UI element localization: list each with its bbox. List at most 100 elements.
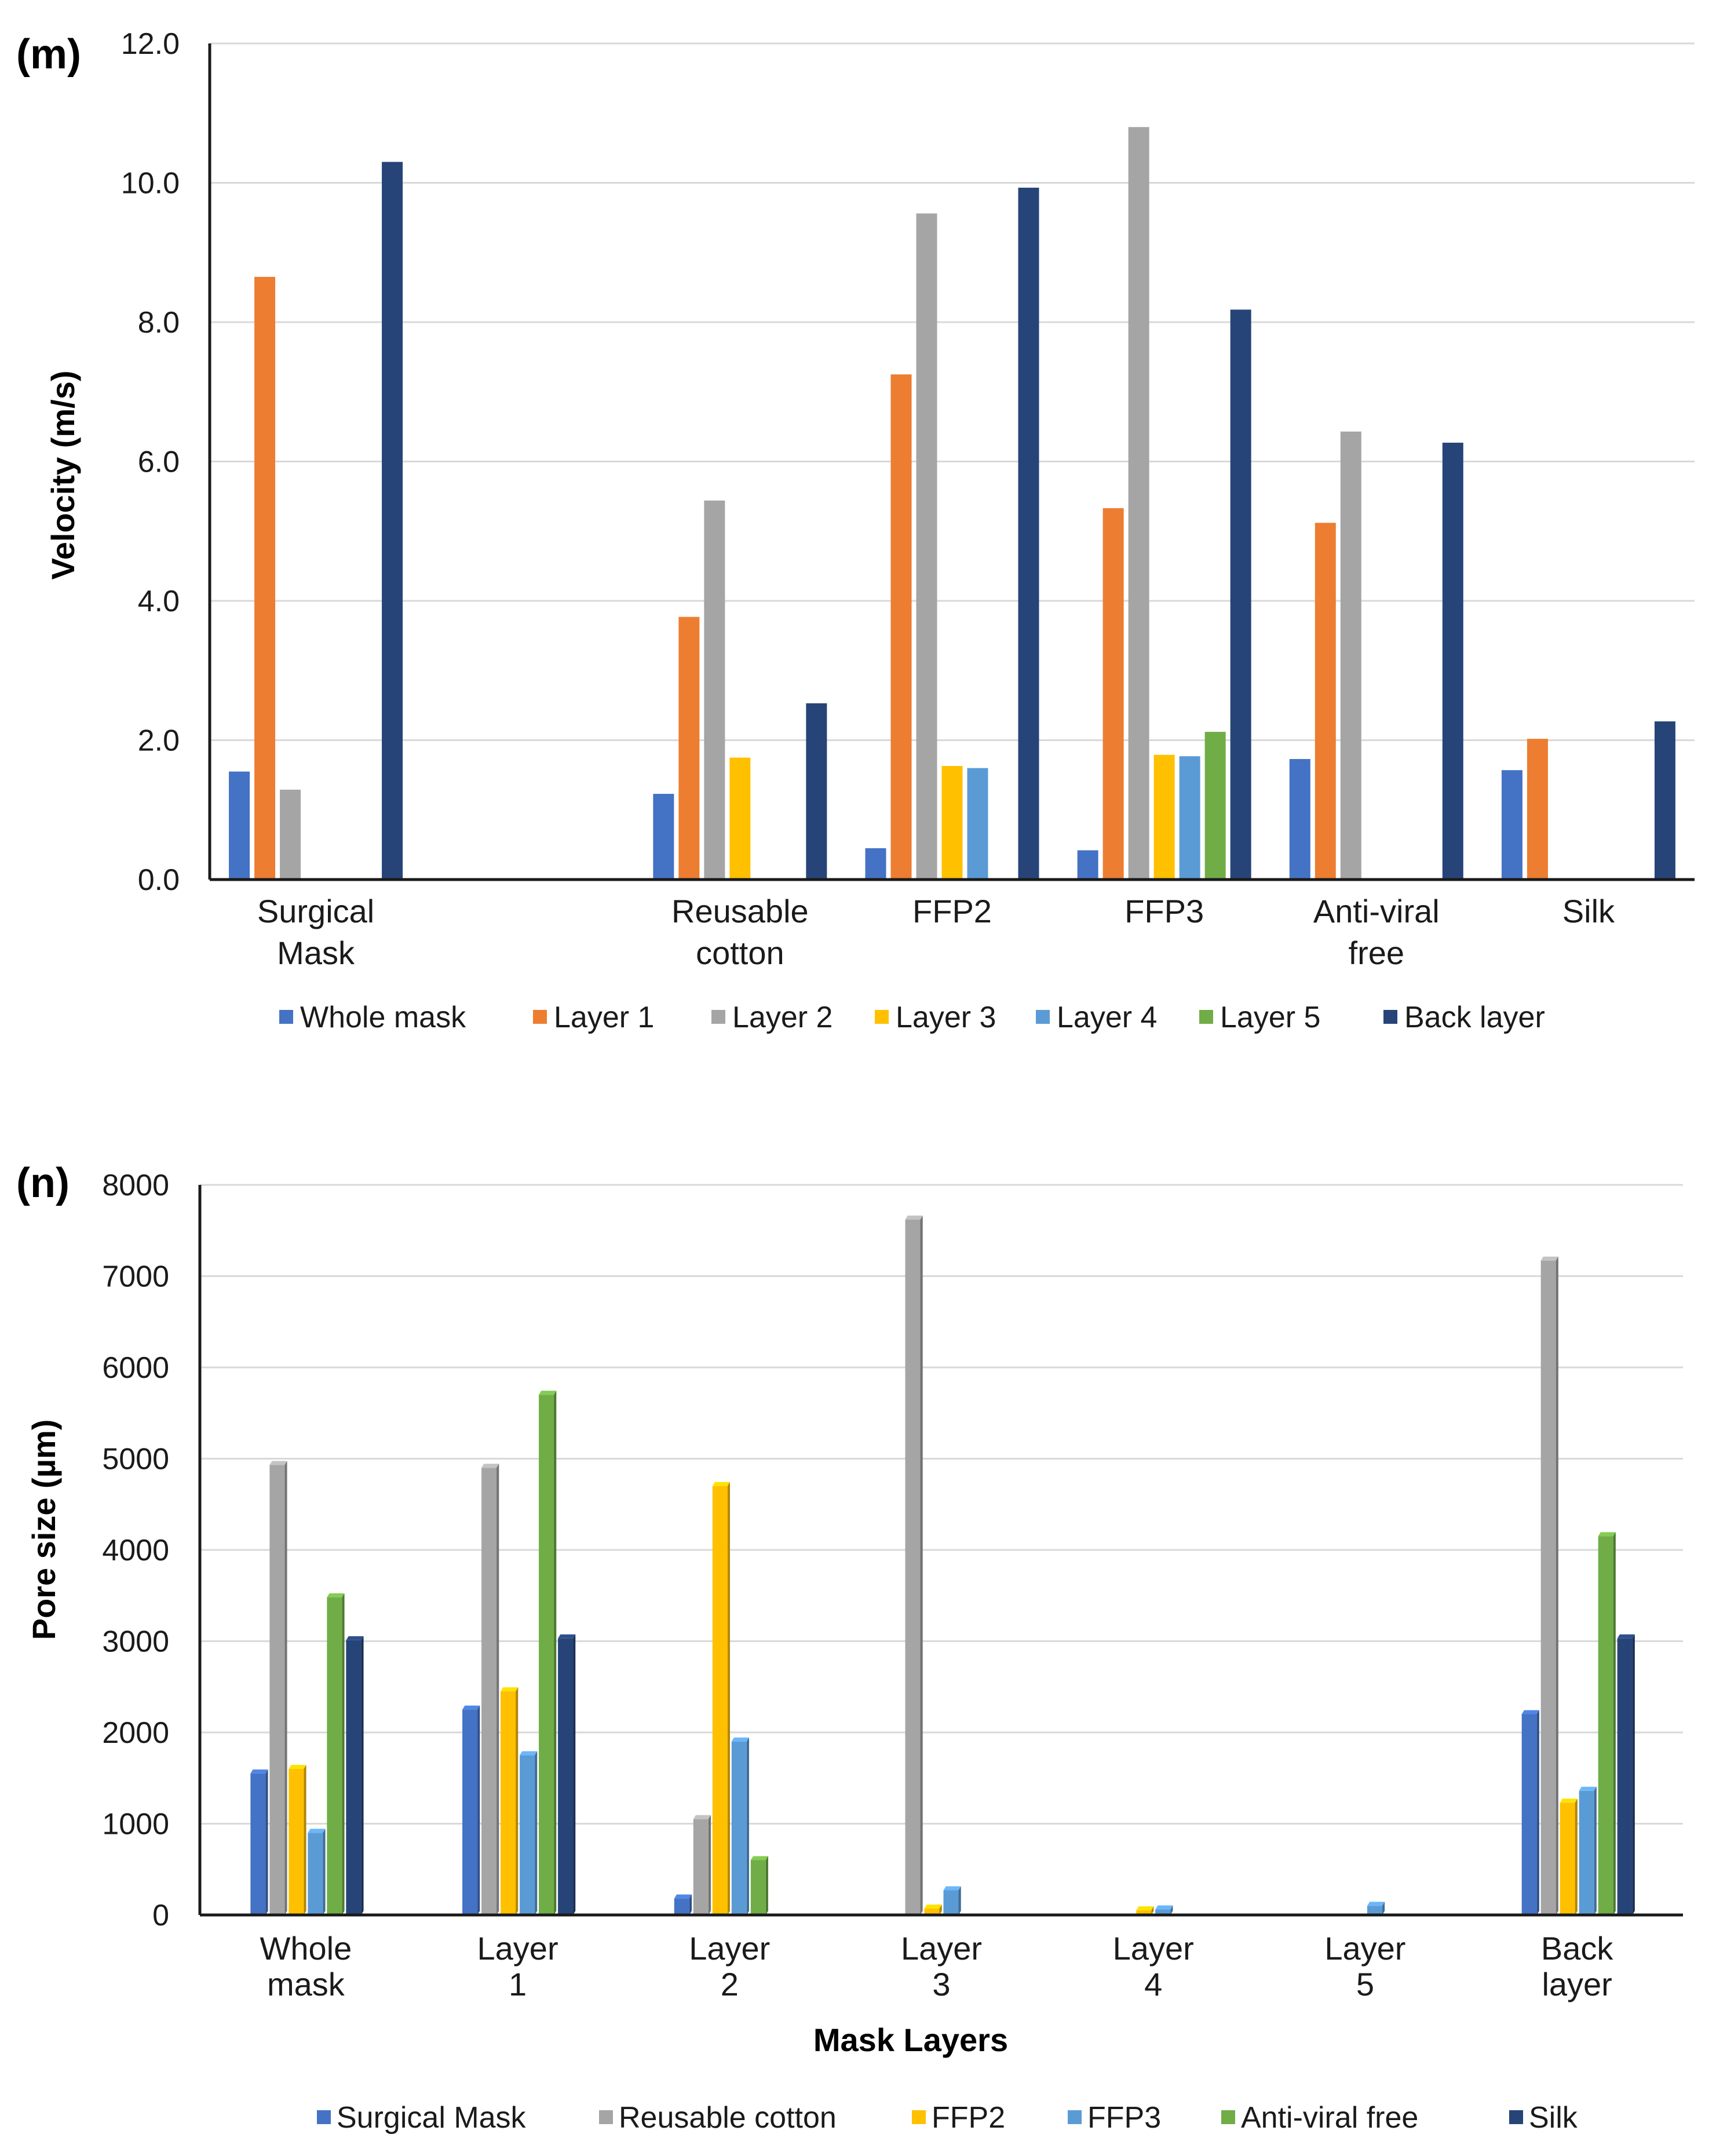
y-tick-label: 7000 [102,1260,169,1294]
bar [905,1219,921,1915]
bar-side-face [573,1634,576,1915]
category-label: Layer [477,1930,558,1967]
category-label: Silk [1562,893,1615,929]
y-tick-label: 4000 [102,1534,169,1567]
category-label: Anti-viral [1313,893,1440,929]
bar [1315,523,1336,880]
category-label-line2: 3 [932,1966,950,2002]
bar [1018,187,1039,880]
category-label-line2: 5 [1356,1966,1374,2002]
bar [750,1860,766,1915]
category-label: FFP3 [1124,893,1204,929]
legend-label: Layer 1 [554,1001,654,1034]
bar-side-face [323,1829,326,1915]
y-tick-label: 4.0 [138,585,180,618]
bar-side-face [1594,1786,1597,1915]
bar-side-face [958,1886,961,1915]
legend-swatch [1036,1010,1050,1024]
bar-top-face [1579,1786,1597,1791]
bar-top-face [1540,1256,1558,1261]
legend-label: Silk [1529,2101,1578,2135]
bar-side-face [1575,1799,1578,1915]
bar [280,789,301,880]
bar [890,374,912,880]
legend-swatch [1221,2110,1235,2124]
bar-top-face [462,1705,480,1710]
legend-label: Layer 4 [1057,1001,1157,1034]
legend-label: Layer 5 [1220,1001,1320,1034]
pore-size-chart: (n) 0 1000 2000 3000 4000 5000 6000 7000 8000 Wh… [16,1160,1683,2135]
legend-label: Reusable cotton [619,2101,837,2135]
bar [1340,431,1361,880]
bar [731,1741,747,1915]
y-tick-label: 6000 [102,1351,169,1385]
bar-top-face [269,1461,287,1465]
legend-swatch [317,2110,331,2124]
bar-side-face [1382,1902,1385,1915]
bar [558,1638,574,1915]
y-tick-label: 1000 [102,1808,169,1841]
bar-top-face [520,1751,538,1756]
bar-side-face [304,1765,306,1915]
bar-top-face [501,1687,519,1692]
category-label: Layer [1113,1930,1194,1967]
bar [1136,1910,1152,1915]
bar [924,1908,940,1915]
bar-top-face [1155,1905,1173,1910]
category-label: Layer [689,1930,770,1967]
legend-swatch [711,1010,725,1024]
bar [674,1898,689,1915]
pore-size-bars [250,1215,1635,1915]
legend-swatch [912,2110,926,2124]
y-tick-label: 2000 [102,1716,169,1750]
bar-side-face [1613,1532,1616,1915]
category-label: Surgical [257,893,374,929]
bar-top-face [346,1636,364,1640]
bar-top-face [327,1593,345,1597]
pore-size-x-axis-title: Mask Layers [813,2022,1008,2058]
bar-top-face [924,1904,942,1909]
bar-side-face [746,1737,749,1915]
bar-side-face [939,1904,942,1915]
bar [1289,758,1310,880]
category-label-line2: 4 [1144,1966,1162,2002]
bar-top-face [1521,1710,1539,1714]
bar-side-face [765,1856,768,1915]
velocity-category-labels: Surgical Mask Reusable cotton FFP2 FFP3 Anti-v… [257,893,1615,971]
bar [462,1709,478,1915]
category-label: Whole [260,1930,352,1967]
legend-swatch [533,1010,547,1024]
bar [382,162,403,880]
bar-top-face [558,1634,576,1639]
bar-side-face [1536,1710,1539,1915]
bar [1367,1906,1382,1915]
bar [1501,770,1523,880]
legend-label: FFP2 [932,2101,1005,2135]
bar [1155,1909,1171,1915]
velocity-y-tick-labels: 0.0 2.0 4.0 6.0 8.0 10.0 12.0 [121,27,180,897]
bar-side-face [1632,1634,1635,1915]
category-label-line2: 2 [721,1966,739,2002]
category-label: Reusable [671,893,809,929]
bar-side-face [689,1894,692,1915]
bar-side-face [1170,1905,1173,1915]
bar-top-face [250,1769,268,1774]
legend-swatch [599,2110,613,2124]
y-tick-label: 5000 [102,1443,169,1476]
category-label-line2: mask [267,1966,345,2002]
bar [327,1597,342,1915]
bar-top-face [289,1765,306,1769]
velocity-gridlines [210,42,1695,741]
bar [308,1833,323,1915]
bar [678,616,700,880]
y-tick-label: 10.0 [121,167,180,200]
bar-top-face [1598,1532,1616,1537]
bar [1540,1260,1556,1915]
bar [704,500,725,880]
velocity-bars [229,127,1675,880]
bar [1527,739,1548,880]
bar [1617,1638,1633,1915]
legend-label: Anti-viral free [1241,2101,1418,2135]
bar [1521,1714,1537,1915]
